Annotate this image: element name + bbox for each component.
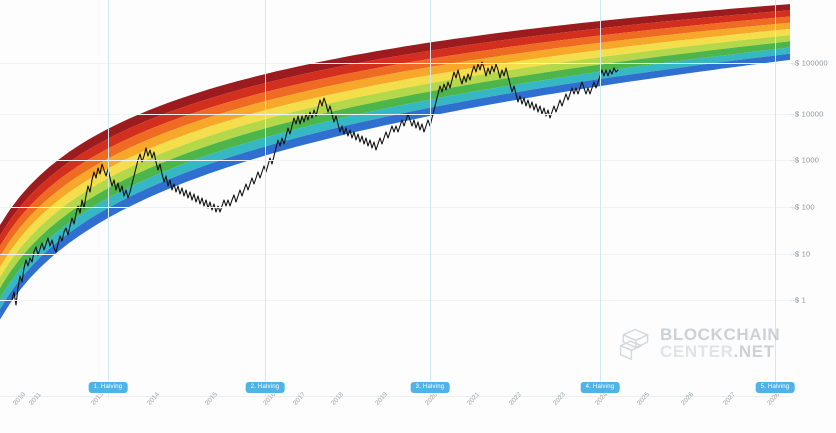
cube-logo-icon: [619, 328, 649, 360]
halving-gridline: [265, 0, 266, 396]
gridline-h: [0, 114, 790, 115]
blockchaincenter-logo[interactable]: BLOCKCHAIN CENTER.NET: [617, 325, 780, 361]
logo-wordmark: BLOCKCHAIN CENTER.NET: [660, 326, 780, 360]
halving-gridline: [108, 0, 109, 396]
logo-line-2: CENTER.NET: [660, 343, 780, 360]
plot-area[interactable]: [0, 0, 790, 396]
gridline-h: [0, 254, 790, 255]
y-axis-tick: [790, 114, 798, 115]
y-axis-tick: [790, 160, 798, 161]
gridline-h: [0, 207, 790, 208]
halving-badge-3[interactable]: 3. Halving: [410, 382, 450, 393]
halving-gridline: [600, 0, 601, 396]
logo-dotnet-text: .NET: [733, 342, 775, 361]
y-axis-label: $ 100000: [795, 58, 828, 68]
y-axis-label: $ 10: [795, 249, 811, 259]
y-axis-label: $ 10000: [795, 109, 824, 119]
y-axis-tick: [790, 300, 798, 301]
gridline-h: [0, 300, 790, 301]
y-axis-label: $ 100: [795, 202, 815, 212]
x-axis: 2010 2011 2013 2014 2015 2016 2017 2018 2019 2020…: [0, 391, 836, 433]
halving-badge-5[interactable]: 5. Halving: [755, 382, 795, 393]
rainbow-band: [0, 35, 790, 288]
halving-gridline: [430, 0, 431, 396]
rainbow-band: [0, 47, 790, 309]
y-axis-label: $ 1: [795, 295, 807, 305]
rainbow-band: [0, 22, 790, 268]
y-axis: $ 100000 $ 10000 $ 1000 $ 100 $ 10 $ 1: [790, 0, 836, 396]
rainbow-band: [0, 10, 790, 246]
rainbow-band: [0, 53, 790, 320]
logo-line-1: BLOCKCHAIN: [660, 325, 781, 344]
y-axis-tick: [790, 207, 798, 208]
rainbow-bands-svg: [0, 4, 790, 320]
halving-badge-4[interactable]: 4. Halving: [580, 382, 620, 393]
halving-badge-2[interactable]: 2. Halving: [245, 382, 285, 393]
rainbow-band: [0, 28, 790, 278]
y-axis-tick: [790, 63, 798, 64]
y-axis-label: $ 1000: [795, 155, 820, 165]
x-axis-line: [0, 396, 790, 397]
halving-badge-1[interactable]: 1. Halving: [88, 382, 128, 393]
rainbow-band: [0, 4, 790, 236]
y-axis-tick: [790, 254, 798, 255]
btc-price-line: [11, 61, 619, 306]
gridline-h: [0, 63, 790, 64]
gridline-h: [0, 160, 790, 161]
halving-gridline: [775, 0, 776, 396]
rainbow-band-group: [0, 4, 790, 320]
logo-center-text: CENTER: [660, 342, 734, 361]
